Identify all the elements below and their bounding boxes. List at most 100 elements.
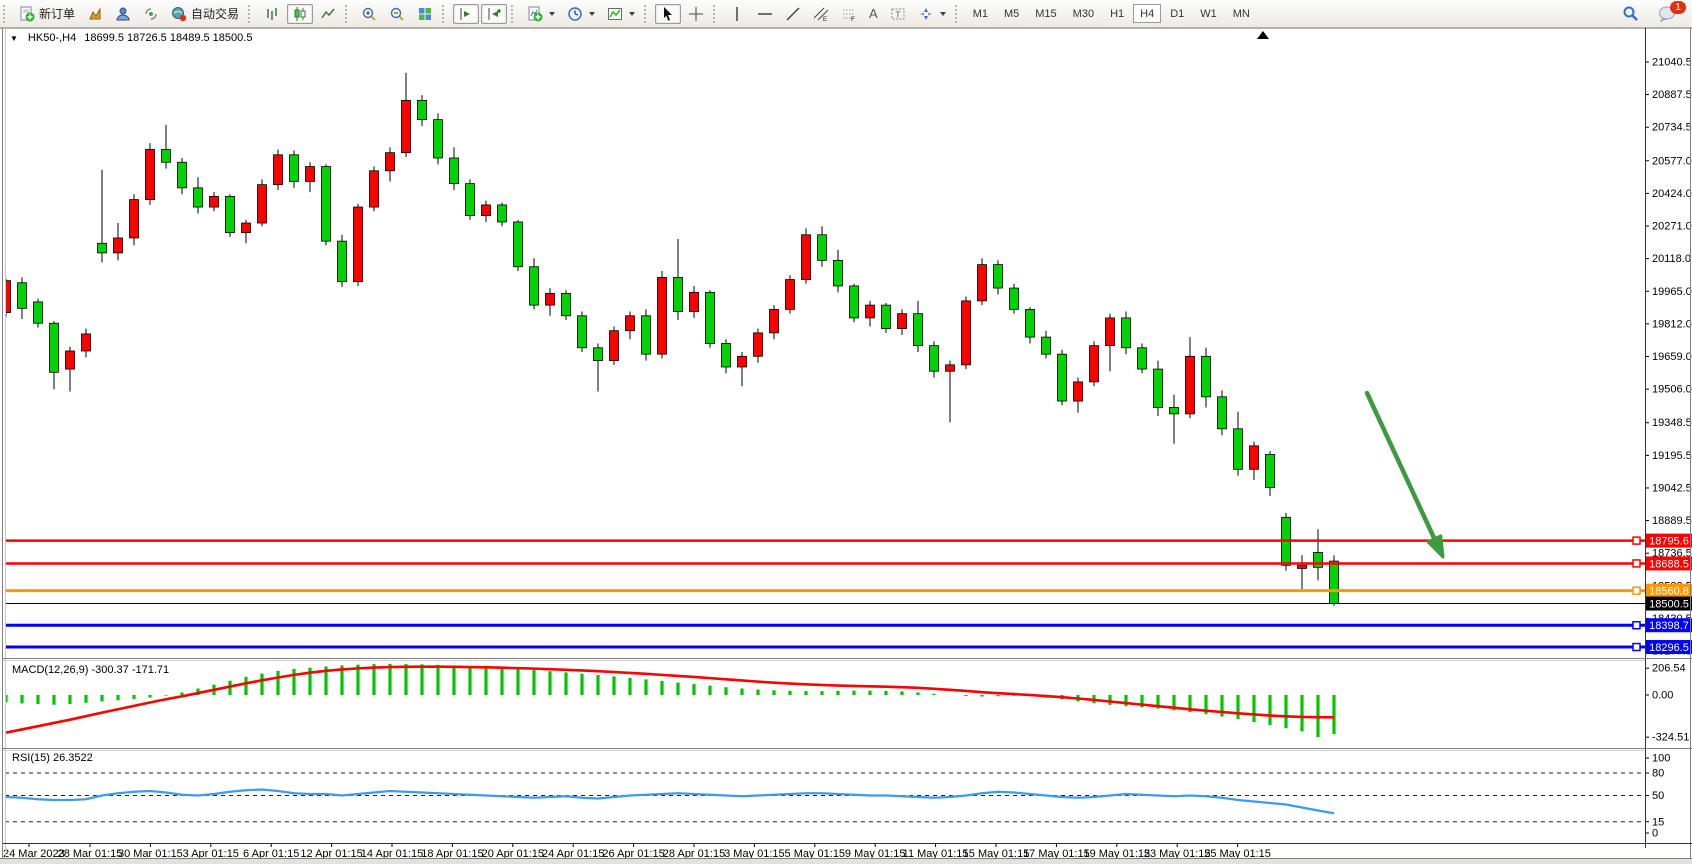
zoom-in-icon (361, 6, 377, 22)
line-chart-button[interactable] (315, 4, 341, 24)
ohlc-values-label: 18699.5 18726.5 18489.5 18500.5 (84, 32, 253, 44)
candle (769, 308, 779, 334)
candle (849, 285, 859, 319)
price-line-label: 18296.5 (1649, 642, 1689, 654)
arrows-icon (918, 6, 934, 22)
candle (289, 154, 299, 182)
candle (353, 206, 363, 283)
market-watch-button[interactable] (82, 4, 108, 24)
candle (1105, 317, 1115, 347)
notifications-button[interactable]: 1 (1653, 0, 1686, 24)
text-label-icon: T (890, 6, 906, 22)
timeframe-button-mn[interactable]: MN (1232, 7, 1250, 20)
periods-button[interactable] (562, 4, 600, 24)
arrows-tool-button[interactable] (913, 4, 951, 24)
line-handle[interactable] (1632, 620, 1641, 630)
line-handle[interactable] (1632, 559, 1641, 568)
candle (337, 240, 347, 283)
channel-tool-button[interactable]: E (808, 4, 834, 24)
svg-text:20271.0: 20271.0 (1652, 221, 1692, 233)
time-label: 28 Apr 01:15 (663, 848, 725, 860)
new-order-button[interactable]: 新订单 (14, 4, 80, 24)
timeframe-button-d1[interactable]: D1 (1170, 7, 1185, 20)
timeframe-button-h4[interactable]: H4 (1133, 4, 1162, 23)
zoom-out-button[interactable] (384, 4, 410, 24)
time-label: 9 May 01:15 (845, 848, 906, 860)
time-label: 30 Mar 01:15 (118, 848, 183, 860)
timeframe-button-m30[interactable]: M30 (1072, 7, 1095, 20)
trendline-tool-button[interactable] (780, 4, 806, 24)
fibonacci-tool-button[interactable]: F (836, 4, 862, 24)
line-handle[interactable] (1632, 536, 1641, 545)
svg-text:18889.5: 18889.5 (1652, 515, 1692, 527)
search-button[interactable] (1617, 4, 1644, 24)
svg-text:19812.0: 19812.0 (1652, 318, 1692, 330)
cursor-tool-button[interactable] (655, 3, 682, 24)
price-axis[interactable]: 21040.5 20887.5 20734.5 20577.0 20424.0 20271… (1645, 56, 1692, 658)
label-tool-button[interactable]: T (885, 4, 911, 24)
chart-shift-marker-icon[interactable] (1257, 31, 1269, 39)
candle (417, 100, 427, 121)
candle (33, 301, 43, 324)
timeframe-button-h1[interactable]: H1 (1110, 7, 1125, 20)
chevron-down-icon (629, 11, 636, 16)
candle (1217, 396, 1227, 430)
candle (897, 313, 907, 329)
timeframe-button-m1[interactable]: M1 (972, 7, 988, 20)
candlestick-chart-button[interactable] (287, 3, 314, 24)
candle (721, 343, 731, 368)
candle (545, 293, 555, 306)
candle (97, 242, 107, 254)
line-handle[interactable] (1632, 586, 1641, 595)
time-label: 11 May 01:15 (903, 848, 969, 860)
macd-label: MACD(12,26,9) -300.37 -171.71 (12, 664, 170, 676)
toolbar-gripper (3, 4, 10, 23)
new-order-label: 新订单 (39, 7, 76, 21)
chart-shift-button[interactable] (481, 3, 508, 24)
horizontal-line-tool-button[interactable] (752, 4, 778, 24)
chart-canvas[interactable]: 21040.5 20887.5 20734.5 20577.0 20424.0 20271… (0, 28, 1692, 864)
candle (65, 350, 75, 370)
vertical-line-tool-button[interactable] (724, 4, 750, 24)
time-label: 15 May 01:15 (963, 848, 1030, 860)
bar-chart-button[interactable] (259, 4, 285, 24)
timeframe-button-w1[interactable]: W1 (1200, 7, 1217, 20)
candle (945, 364, 955, 372)
accounts-button[interactable] (110, 4, 136, 24)
svg-text:206.54: 206.54 (1652, 663, 1686, 675)
crosshair-tool-button[interactable] (683, 4, 709, 24)
time-label: 3 Apr 01:15 (183, 848, 239, 860)
price-line-label: 18500.5 (1649, 599, 1689, 611)
line-handle[interactable] (1632, 642, 1641, 652)
timeframe-button-m15[interactable]: M15 (1035, 7, 1057, 20)
candle (177, 161, 187, 189)
horizontal-line-icon (757, 6, 773, 22)
signals-button[interactable] (138, 4, 164, 24)
svg-text:100: 100 (1652, 753, 1670, 765)
autotrade-button[interactable]: 自动交易 (166, 4, 244, 24)
time-label: 24 Apr 01:15 (542, 848, 604, 860)
trend-arrow-annotation[interactable] (1364, 390, 1445, 559)
zoom-in-button[interactable] (356, 4, 382, 24)
candle (513, 221, 523, 268)
candle (1121, 317, 1131, 349)
candle (433, 119, 443, 159)
collapse-triangle-icon[interactable]: ▼ (10, 33, 18, 43)
candle (529, 266, 539, 306)
candle (369, 170, 379, 208)
candle (241, 222, 251, 234)
clock-icon (567, 6, 583, 22)
tile-windows-button[interactable] (412, 4, 438, 24)
candle (1041, 336, 1051, 355)
main-toolbar: 新订单 自动交易 (0, 0, 1692, 28)
timeframe-button-m5[interactable]: M5 (1003, 7, 1020, 20)
auto-scroll-button[interactable] (453, 3, 480, 24)
time-label: 26 Apr 01:15 (602, 848, 664, 860)
templates-button[interactable] (602, 4, 640, 24)
svg-text:-324.51: -324.51 (1652, 732, 1689, 744)
svg-text:80: 80 (1652, 768, 1664, 780)
text-tool-button[interactable]: A (864, 4, 883, 24)
indicators-button[interactable] (522, 4, 560, 24)
